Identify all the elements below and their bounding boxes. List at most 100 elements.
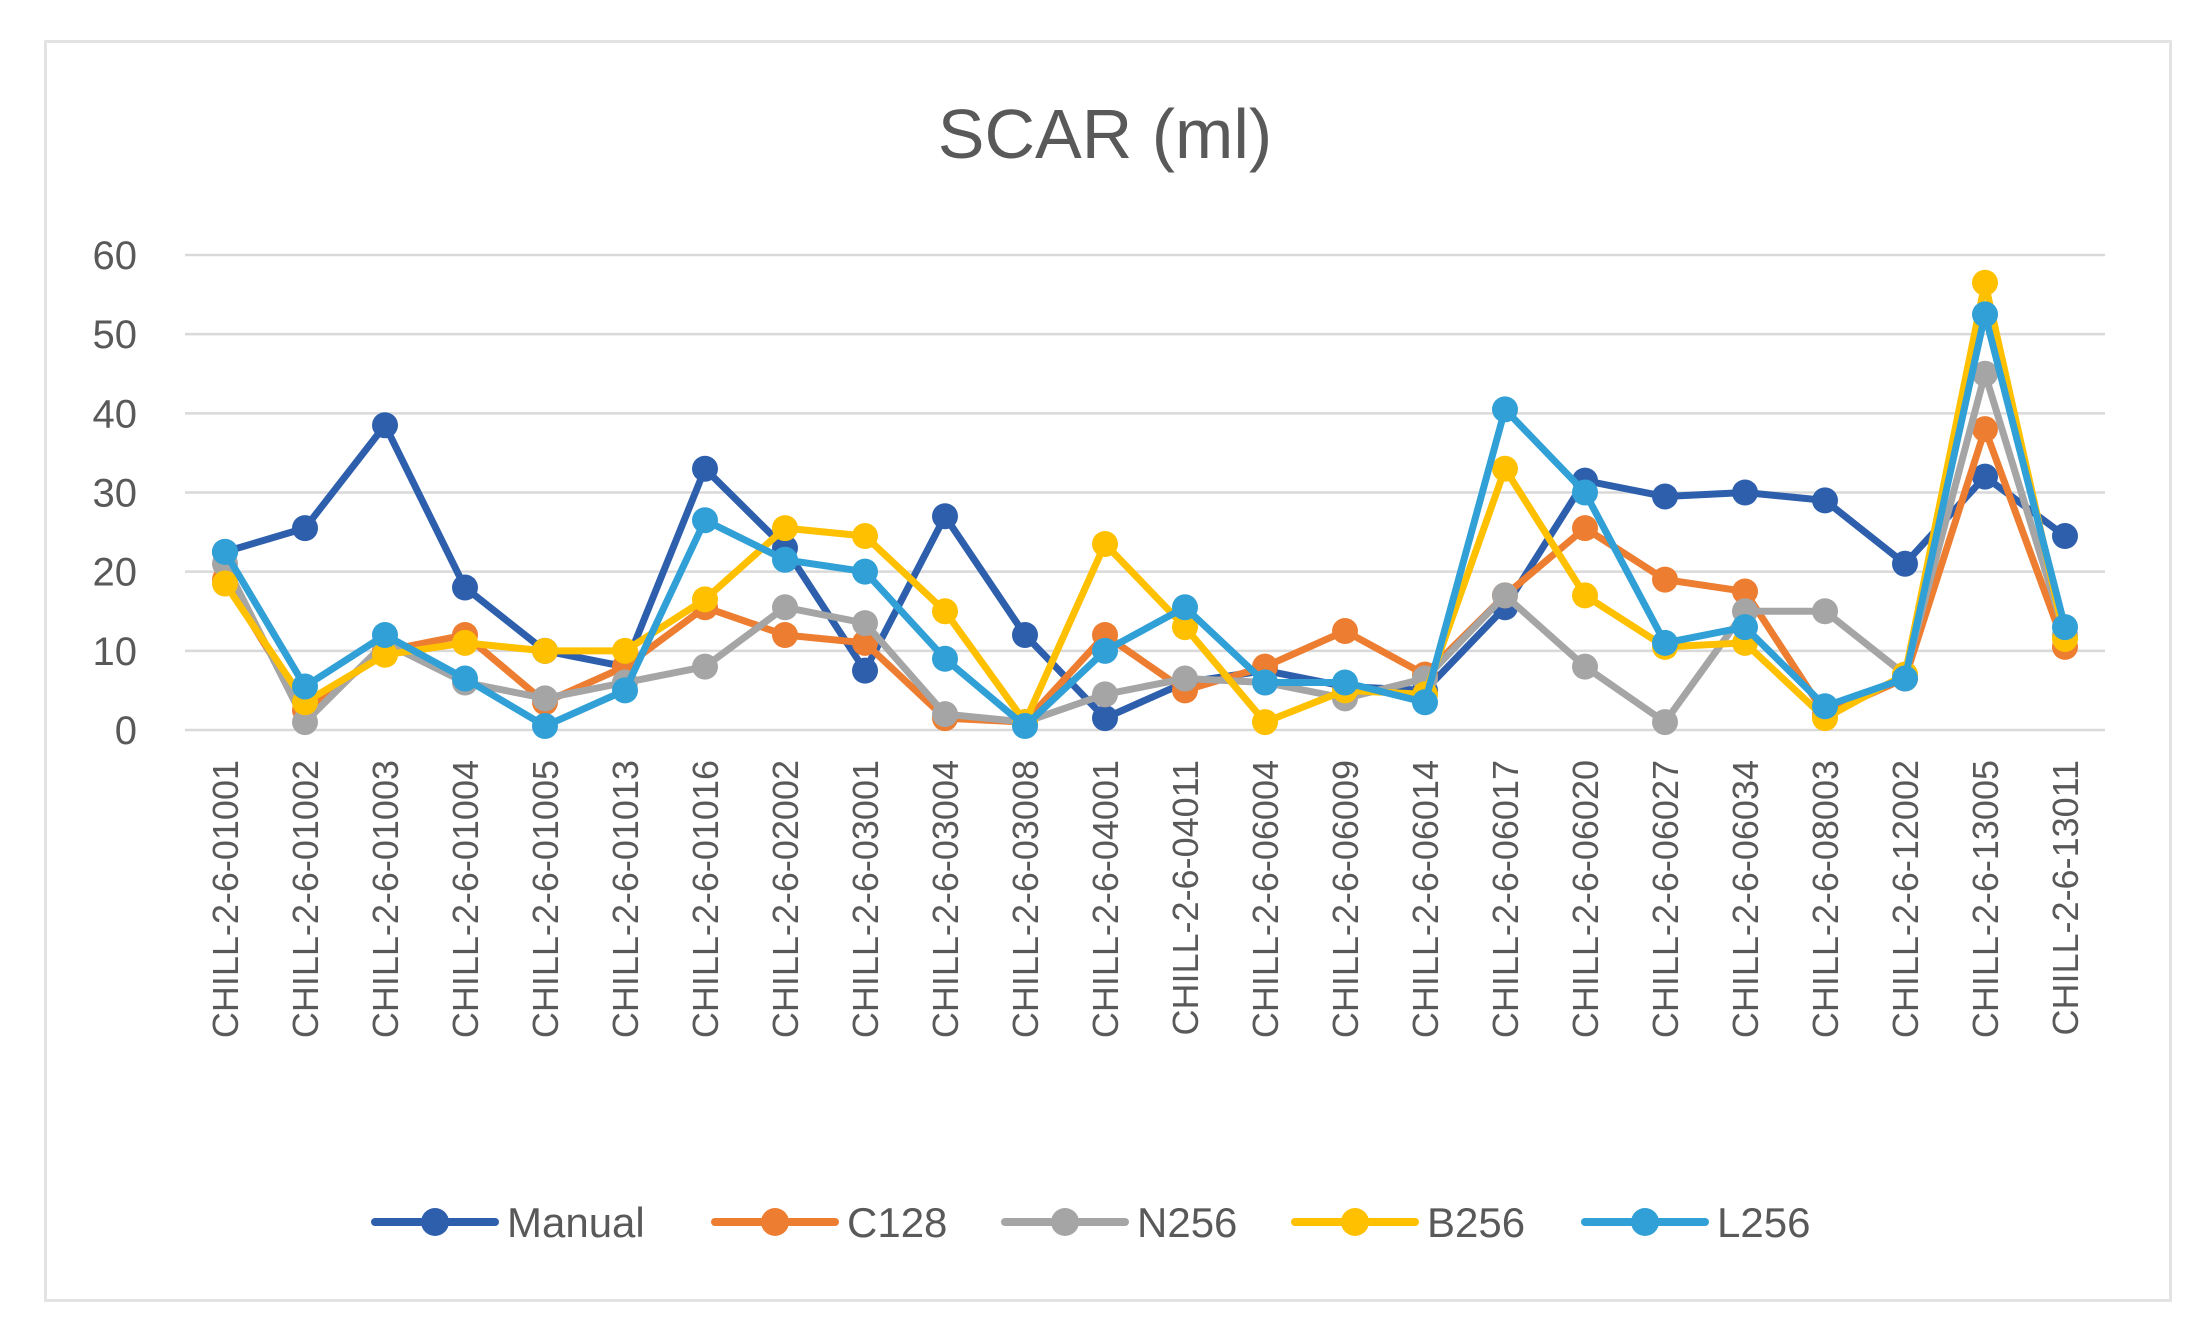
data-point — [372, 641, 398, 668]
x-tick-label: CHILL-2-6-01002 — [285, 760, 326, 1038]
x-tick-label: CHILL-2-6-01003 — [365, 760, 406, 1038]
legend-item-l256: L256 — [1581, 1199, 1810, 1246]
data-point — [1092, 637, 1118, 664]
data-point — [932, 598, 958, 625]
series-l256 — [212, 301, 2078, 740]
x-tick-label: CHILL-2-6-08003 — [1805, 760, 1846, 1038]
legend-label: Manual — [507, 1199, 645, 1246]
series-line — [221, 421, 2069, 722]
data-point — [1892, 665, 1918, 692]
data-point — [1652, 629, 1678, 656]
data-point — [1172, 665, 1198, 692]
data-point — [612, 637, 638, 664]
data-point — [452, 665, 478, 692]
data-point — [1252, 669, 1278, 696]
data-point — [1652, 483, 1678, 510]
data-point — [1572, 479, 1598, 506]
data-point — [1972, 360, 1998, 387]
data-point — [932, 503, 958, 530]
data-point — [772, 546, 798, 573]
legend-swatch-marker — [1341, 1208, 1369, 1236]
legend-swatch-marker — [1631, 1208, 1659, 1236]
data-point — [452, 629, 478, 656]
legend-item-c128: C128 — [711, 1199, 947, 1246]
data-point — [292, 515, 318, 542]
x-tick-label: CHILL-2-6-01001 — [205, 760, 246, 1038]
series-line — [221, 310, 2069, 730]
data-point — [292, 709, 318, 736]
data-point — [1972, 416, 1998, 443]
data-point — [692, 507, 718, 534]
x-tick-label: CHILL-2-6-04001 — [1085, 760, 1126, 1038]
legend-label: B256 — [1427, 1199, 1525, 1246]
data-point — [452, 574, 478, 601]
x-tick-label: CHILL-2-6-06004 — [1245, 760, 1286, 1038]
data-point — [1172, 594, 1198, 621]
data-point — [932, 645, 958, 672]
data-point — [2052, 523, 2078, 550]
x-tick-label: CHILL-2-6-06034 — [1725, 760, 1766, 1038]
data-point — [1892, 550, 1918, 577]
y-tick-label: 0 — [115, 709, 137, 753]
chart-title: SCAR (ml) — [938, 95, 1272, 173]
legend-swatch-marker — [1051, 1208, 1079, 1236]
legend-label: C128 — [847, 1199, 947, 1246]
x-tick-label: CHILL-2-6-02002 — [765, 760, 806, 1038]
data-point — [852, 523, 878, 550]
x-axis-ticks: CHILL-2-6-01001 CHILL-2-6-01002 CHILL-2-6-… — [205, 760, 2086, 1038]
data-point — [772, 515, 798, 542]
legend-item-n256: N256 — [1001, 1199, 1237, 1246]
series-line — [221, 279, 2069, 726]
data-point — [1572, 653, 1598, 680]
legend-label: L256 — [1717, 1199, 1810, 1246]
data-point — [532, 685, 558, 712]
x-tick-label: CHILL-2-6-01005 — [525, 760, 566, 1038]
x-tick-label: CHILL-2-6-01016 — [685, 760, 726, 1038]
data-point — [1732, 479, 1758, 506]
x-tick-label: CHILL-2-6-06017 — [1485, 760, 1526, 1038]
data-point — [372, 412, 398, 439]
data-point — [212, 570, 238, 597]
x-tick-label: CHILL-2-6-03004 — [925, 760, 966, 1038]
x-tick-label: CHILL-2-6-12002 — [1885, 760, 1926, 1038]
y-tick-label: 50 — [93, 313, 138, 357]
legend-item-manual: Manual — [371, 1199, 645, 1246]
data-point — [692, 653, 718, 680]
data-point — [1812, 693, 1838, 720]
data-point — [1572, 515, 1598, 542]
data-point — [1492, 396, 1518, 423]
data-point — [1172, 614, 1198, 641]
data-point — [692, 586, 718, 613]
data-point — [852, 629, 878, 656]
data-point — [1732, 578, 1758, 605]
data-point — [1012, 622, 1038, 648]
series-line — [221, 425, 2069, 726]
data-point — [1012, 713, 1038, 740]
data-point — [932, 701, 958, 728]
x-tick-label: CHILL-2-6-01004 — [445, 760, 486, 1038]
data-point — [1332, 669, 1358, 696]
legend-swatch-marker — [761, 1208, 789, 1236]
data-point — [532, 637, 558, 664]
x-tick-label: CHILL-2-6-06027 — [1645, 760, 1686, 1038]
data-point — [532, 713, 558, 740]
y-tick-label: 40 — [93, 392, 138, 436]
data-point — [1092, 681, 1118, 708]
x-tick-label: CHILL-2-6-01013 — [605, 760, 646, 1038]
legend: Manual C128 N256 B256 L256 — [371, 1199, 1810, 1246]
data-point — [1732, 614, 1758, 641]
series-lines — [212, 269, 2078, 740]
data-point — [692, 455, 718, 482]
data-point — [1972, 269, 1998, 296]
data-point — [1492, 455, 1518, 482]
data-point — [612, 677, 638, 704]
data-point — [1972, 301, 1998, 328]
legend-label: N256 — [1137, 1199, 1237, 1246]
legend-swatch-marker — [421, 1208, 449, 1236]
data-point — [1812, 598, 1838, 625]
data-point — [292, 673, 318, 700]
data-point — [1092, 705, 1118, 732]
data-point — [1652, 566, 1678, 593]
data-point — [1972, 463, 1998, 490]
